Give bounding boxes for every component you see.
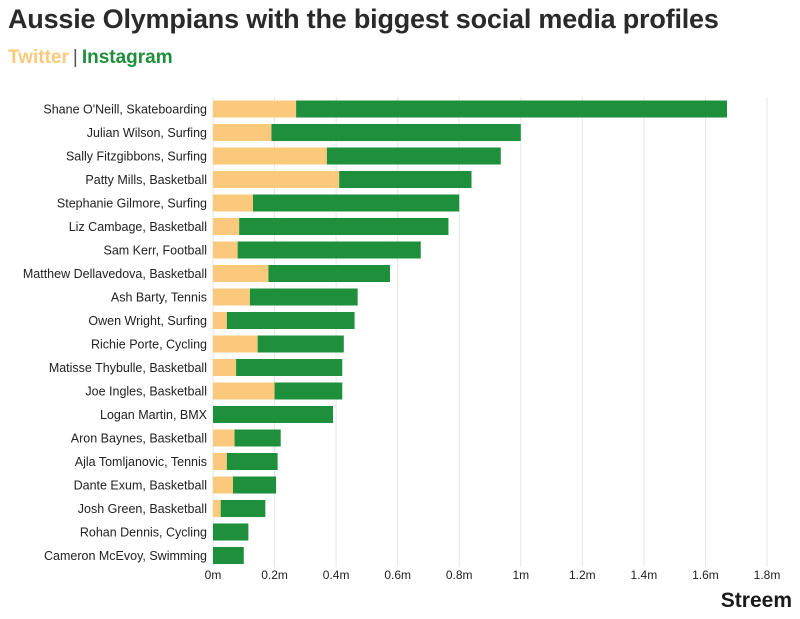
bar-instagram	[253, 194, 460, 212]
bar-twitter	[213, 288, 250, 306]
x-tick-label: 1.4m	[631, 568, 658, 582]
bar-instagram	[233, 476, 277, 494]
category-label: Matthew Dellavedova, Basketball	[23, 267, 207, 281]
bar-instagram	[236, 359, 343, 376]
legend-item-instagram: Instagram	[81, 47, 173, 68]
x-tick-label: 0.8m	[446, 568, 473, 582]
bar-instagram	[213, 547, 244, 564]
bar-instagram	[213, 406, 334, 423]
x-tick-label: 1.8m	[754, 568, 781, 582]
bar-twitter	[213, 171, 340, 188]
category-label: Logan Martin, BMX	[100, 408, 208, 422]
category-label: Matisse Thybulle, Basketball	[49, 361, 207, 375]
legend-separator: |	[72, 47, 78, 68]
bar-twitter	[213, 335, 258, 353]
x-tick-label: 1.6m	[692, 568, 719, 582]
bar-twitter	[213, 100, 297, 118]
bar-twitter	[213, 147, 327, 165]
x-tick-label: 0.6m	[384, 568, 411, 582]
category-label: Patty Mills, Basketball	[85, 173, 207, 187]
x-tick-label: 0.2m	[261, 568, 288, 582]
chart-title: Aussie Olympians with the biggest social…	[8, 4, 719, 34]
bar-instagram	[237, 241, 421, 259]
category-labels: Shane O'Neill, Skateboarding Julian Wilso…	[23, 103, 208, 564]
bar-twitter	[213, 429, 235, 447]
bar-twitter	[213, 359, 237, 376]
category-label: Dante Exum, Basketball	[74, 479, 207, 493]
category-label: Aron Baynes, Basketball	[71, 432, 207, 446]
bar-twitter	[213, 476, 234, 494]
bar-instagram	[213, 523, 249, 541]
bar-instagram	[226, 453, 278, 470]
bar-instagram	[326, 147, 501, 165]
bar-instagram	[220, 500, 266, 517]
category-label: Ajla Tomljanovic, Tennis	[75, 455, 207, 469]
bar-instagram	[268, 265, 390, 282]
bar-instagram	[296, 100, 727, 118]
category-label: Owen Wright, Surfing	[88, 314, 207, 328]
x-tick-label: 1.2m	[569, 568, 596, 582]
category-label: Sally Fitzgibbons, Surfing	[66, 150, 207, 164]
legend: Twitter | Instagram	[8, 47, 173, 69]
gridlines	[212, 97, 768, 567]
bar-twitter	[213, 453, 227, 470]
bar-twitter	[213, 124, 272, 141]
category-label: Sam Kerr, Football	[103, 244, 207, 258]
bar-instagram	[339, 171, 472, 188]
category-label: Liz Cambage, Basketball	[69, 220, 207, 234]
category-label: Ash Barty, Tennis	[111, 291, 207, 305]
category-label: Julian Wilson, Surfing	[87, 126, 207, 140]
bar-instagram	[226, 312, 355, 329]
bar-twitter	[213, 218, 240, 235]
x-tick-label: 1m	[512, 568, 529, 582]
bar-instagram	[249, 288, 358, 306]
category-label: Rohan Dennis, Cycling	[80, 526, 207, 540]
category-label: Joe Ingles, Basketball	[85, 385, 207, 399]
bars	[213, 100, 727, 564]
category-label: Shane O'Neill, Skateboarding	[43, 103, 207, 117]
category-label: Cameron McEvoy, Swimming	[44, 549, 207, 563]
category-label: Richie Porte, Cycling	[91, 338, 207, 352]
bar-twitter	[213, 382, 275, 400]
category-label: Josh Green, Basketball	[78, 502, 207, 516]
bar-twitter	[213, 500, 221, 517]
x-tick-label: 0.4m	[323, 568, 350, 582]
bar-twitter	[213, 265, 269, 282]
x-tick-label: 0m	[205, 568, 222, 582]
bar-instagram	[271, 124, 521, 141]
bar-instagram	[239, 218, 449, 235]
category-label: Stephanie Gilmore, Surfing	[57, 197, 207, 211]
bar-instagram	[257, 335, 344, 353]
streem-logo: Streem	[720, 589, 792, 612]
bar-instagram	[234, 429, 281, 447]
bar-twitter	[213, 241, 238, 259]
legend-item-twitter: Twitter	[8, 47, 69, 68]
x-axis-ticks: 0m 0.2m 0.4m 0.6m 0.8m 1m 1.2m 1.4m 1.6m 1.8m	[205, 568, 781, 582]
bar-instagram	[274, 382, 343, 400]
bar-twitter	[213, 194, 254, 212]
bar-twitter	[213, 312, 227, 329]
